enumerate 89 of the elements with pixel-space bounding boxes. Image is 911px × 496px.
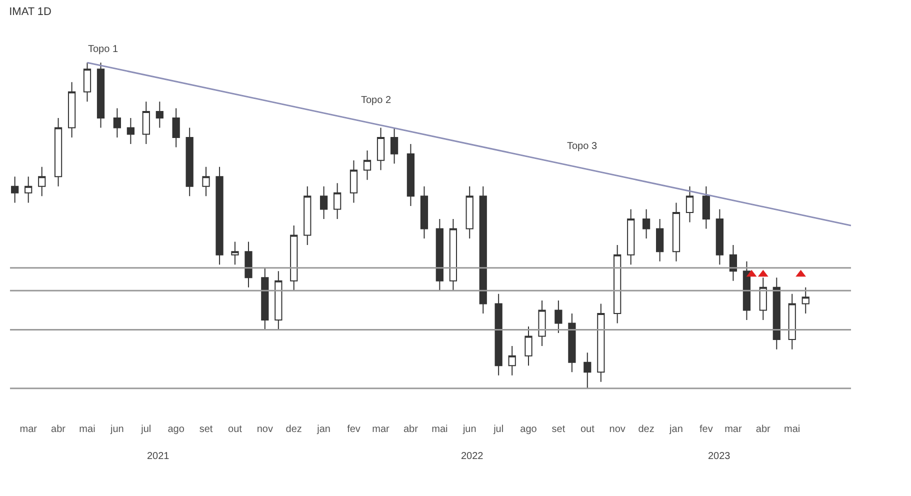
candlestick	[83, 62, 92, 102]
candlestick	[716, 208, 724, 266]
candlestick	[142, 101, 150, 145]
candlestick	[742, 260, 751, 320]
candlestick	[38, 166, 46, 197]
candlestick	[686, 186, 694, 223]
candlestick	[702, 186, 710, 230]
x-tick-label: abr	[51, 424, 66, 435]
candlestick	[802, 286, 810, 314]
x-tick-label: fev	[700, 424, 713, 435]
candlestick	[68, 82, 76, 138]
candlestick	[96, 62, 105, 128]
candlestick	[202, 166, 210, 197]
candlestick	[494, 293, 502, 376]
candlestick	[508, 346, 516, 376]
x-tick-label: fev	[347, 424, 360, 435]
x-tick-label: set	[552, 424, 566, 435]
candlestick	[231, 241, 239, 266]
candlestick	[436, 218, 444, 292]
candlestick	[290, 225, 298, 292]
x-tick-label: jul	[140, 424, 152, 435]
candlestick	[656, 218, 664, 262]
candlestick	[172, 108, 180, 148]
candlestick	[584, 352, 592, 389]
x-tick-label: set	[199, 424, 213, 435]
x-tick-label: jan	[668, 424, 683, 435]
x-tick-label: nov	[609, 424, 626, 435]
x-tick-label: mar	[724, 424, 742, 435]
candlestick	[363, 150, 372, 180]
candlestick	[261, 267, 269, 330]
candlestick	[788, 293, 796, 350]
x-tick-label: jun	[110, 424, 124, 435]
candlestick	[554, 300, 562, 334]
text: Topo 1	[88, 44, 118, 55]
candlestick	[274, 270, 282, 330]
candlestick	[672, 202, 680, 262]
candlestick	[24, 176, 32, 204]
x-tick-label: mar	[372, 424, 390, 435]
candlestick	[334, 182, 342, 220]
x-tick-label: ago	[168, 424, 185, 435]
x-tick-label: out	[580, 424, 595, 435]
annotation: Topo 3	[567, 141, 598, 152]
x-tick-label: mar	[20, 424, 38, 435]
candlestick	[772, 277, 780, 350]
text: 2021	[147, 451, 170, 462]
x-tick-label: mai	[432, 424, 448, 435]
candlestick	[156, 101, 164, 128]
candlestick	[420, 186, 428, 240]
candlestick	[642, 208, 650, 240]
candlestick	[406, 144, 415, 206]
candlestick	[524, 326, 532, 366]
candlestick	[538, 300, 546, 347]
annotation: Topo 2	[361, 95, 392, 106]
chart-title: IMAT 1D	[9, 6, 52, 18]
x-tick-label: mai	[784, 424, 800, 435]
candlestick	[244, 241, 252, 288]
candlestick	[597, 303, 605, 382]
candlestick	[350, 160, 358, 204]
candlestick	[54, 117, 62, 187]
x-tick-label: ago	[520, 424, 538, 435]
candlestick	[186, 127, 194, 197]
candlestick	[11, 176, 19, 204]
x-tick-label: jun	[462, 424, 476, 435]
candlestick	[216, 166, 224, 266]
candlestick	[614, 244, 622, 324]
x-tick-label: mai	[79, 424, 96, 435]
x-tick-label: dez	[638, 424, 654, 435]
candlestick	[568, 312, 576, 373]
candlestick	[376, 127, 385, 171]
x-tick-label: nov	[256, 424, 273, 435]
candlestick	[320, 186, 328, 220]
x-tick-label: jan	[316, 424, 330, 435]
text: 2022	[461, 451, 484, 462]
candlestick	[627, 208, 635, 266]
text: 2023	[708, 451, 731, 462]
candlestick	[729, 244, 738, 282]
candlestick	[113, 108, 121, 138]
candlestick	[759, 277, 767, 320]
candlestick	[449, 218, 457, 292]
candlestick	[479, 186, 487, 314]
candlestick	[126, 117, 135, 145]
candlestick	[390, 127, 398, 164]
candlestick	[304, 186, 312, 246]
candlestick	[466, 186, 474, 240]
x-tick-label: dez	[286, 424, 302, 435]
x-tick-label: out	[228, 424, 242, 435]
x-tick-label: jul	[492, 424, 504, 435]
x-tick-label: abr	[403, 424, 419, 435]
x-tick-label: abr	[756, 424, 772, 435]
